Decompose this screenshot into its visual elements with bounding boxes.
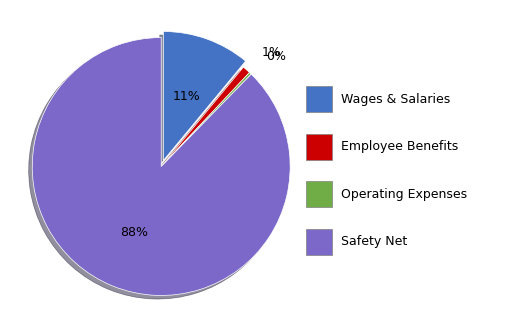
Text: 1%: 1% xyxy=(262,46,282,59)
Text: Wages & Salaries: Wages & Salaries xyxy=(341,93,450,106)
FancyBboxPatch shape xyxy=(306,86,332,112)
Wedge shape xyxy=(161,73,251,166)
Text: 0%: 0% xyxy=(266,50,287,63)
FancyBboxPatch shape xyxy=(306,134,332,160)
Wedge shape xyxy=(161,67,250,166)
Wedge shape xyxy=(163,32,245,161)
FancyBboxPatch shape xyxy=(306,229,332,255)
FancyBboxPatch shape xyxy=(306,181,332,207)
Text: 11%: 11% xyxy=(173,90,200,103)
Text: 88%: 88% xyxy=(121,226,149,239)
Text: Safety Net: Safety Net xyxy=(341,235,407,248)
Wedge shape xyxy=(32,38,290,295)
Text: Operating Expenses: Operating Expenses xyxy=(341,188,467,201)
Text: Employee Benefits: Employee Benefits xyxy=(341,140,458,153)
